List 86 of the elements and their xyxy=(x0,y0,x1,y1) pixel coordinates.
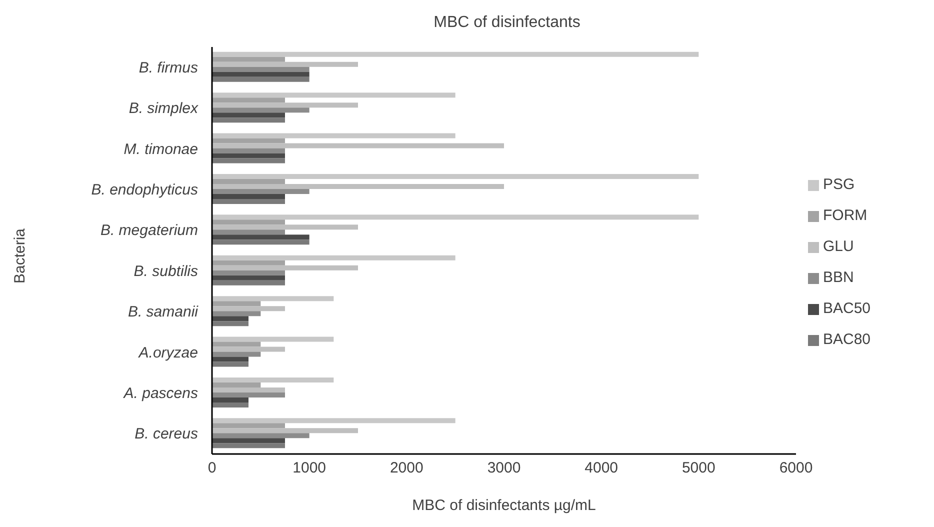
x-tick-label: 0 xyxy=(208,460,216,477)
bar xyxy=(212,234,310,240)
bar xyxy=(212,158,285,164)
y-tick-label: M. timonae xyxy=(124,140,198,158)
bar xyxy=(212,188,310,194)
bar xyxy=(212,56,285,62)
bar xyxy=(212,66,310,72)
bar xyxy=(212,220,285,225)
bar xyxy=(212,270,285,276)
x-tick-label: 6000 xyxy=(779,460,813,477)
bar xyxy=(212,428,358,434)
x-tick-label: 5000 xyxy=(682,460,716,477)
y-axis-title: Bacteria xyxy=(12,228,28,284)
bar xyxy=(212,52,699,57)
bar xyxy=(212,382,261,388)
legend-label: BAC80 xyxy=(823,331,871,348)
y-tick-label: A. pascens xyxy=(122,384,198,402)
bar xyxy=(212,433,310,438)
bar xyxy=(212,346,285,352)
y-tick-label: B. cereus xyxy=(134,426,198,443)
bar xyxy=(212,255,456,260)
bar xyxy=(212,321,248,326)
bar xyxy=(212,301,261,306)
bar xyxy=(212,184,504,189)
bar xyxy=(212,296,334,302)
bar xyxy=(212,92,456,98)
x-tick-label: 1000 xyxy=(292,460,326,477)
y-tick-label: B. samanii xyxy=(128,304,199,321)
chart-title: MBC of disinfectants xyxy=(432,14,582,32)
legend-label: PSG xyxy=(823,176,855,193)
bar xyxy=(212,280,285,286)
bar xyxy=(212,143,504,148)
bar xyxy=(212,260,285,266)
x-tick-label: 3000 xyxy=(487,460,521,477)
bar xyxy=(212,240,310,245)
bar xyxy=(212,174,699,179)
bar xyxy=(212,198,285,204)
bar xyxy=(212,311,261,316)
bar xyxy=(212,108,310,113)
y-tick-label: B. firmus xyxy=(138,59,198,76)
bar xyxy=(212,362,248,367)
bar xyxy=(212,377,334,382)
y-tick-label: B. megaterium xyxy=(100,222,198,240)
bar xyxy=(212,423,285,428)
bar xyxy=(212,356,248,362)
bar xyxy=(212,98,285,103)
bar xyxy=(212,214,699,220)
bar xyxy=(212,112,285,118)
bar xyxy=(212,443,285,448)
legend-label: FORM xyxy=(823,207,868,224)
bar xyxy=(212,138,285,144)
bar xyxy=(212,306,285,312)
bar xyxy=(212,72,310,77)
bar xyxy=(212,336,334,342)
bar xyxy=(212,194,285,199)
x-tick-label: 4000 xyxy=(584,460,618,477)
bar xyxy=(212,118,285,123)
bar xyxy=(212,402,248,408)
bar xyxy=(212,387,285,392)
bar xyxy=(212,178,285,184)
legend-label: GLU xyxy=(823,238,854,255)
bar xyxy=(212,265,358,270)
bar xyxy=(212,316,248,322)
bar xyxy=(212,438,285,444)
x-axis-title: MBC of disinfectants µg/mL xyxy=(412,497,596,514)
bar xyxy=(212,102,358,108)
bar xyxy=(212,133,456,138)
y-tick-label: B. subtilis xyxy=(134,262,198,280)
bar xyxy=(212,275,285,280)
bar xyxy=(212,397,248,402)
y-tick-label: B. endophyticus xyxy=(91,181,198,198)
bar xyxy=(212,418,456,424)
bar xyxy=(212,153,285,158)
bar xyxy=(212,76,310,82)
y-tick-label: B. simplex xyxy=(128,100,198,118)
bar xyxy=(212,148,285,154)
bar xyxy=(212,342,261,347)
legend-label: BBN xyxy=(823,269,854,286)
bar xyxy=(212,62,358,67)
bar xyxy=(212,224,358,230)
bar xyxy=(212,352,261,357)
bar xyxy=(212,392,285,398)
bar xyxy=(212,230,285,235)
y-tick-label: A.oryzae xyxy=(138,344,198,362)
legend-label: BAC50 xyxy=(823,300,871,317)
x-tick-label: 2000 xyxy=(390,460,424,477)
